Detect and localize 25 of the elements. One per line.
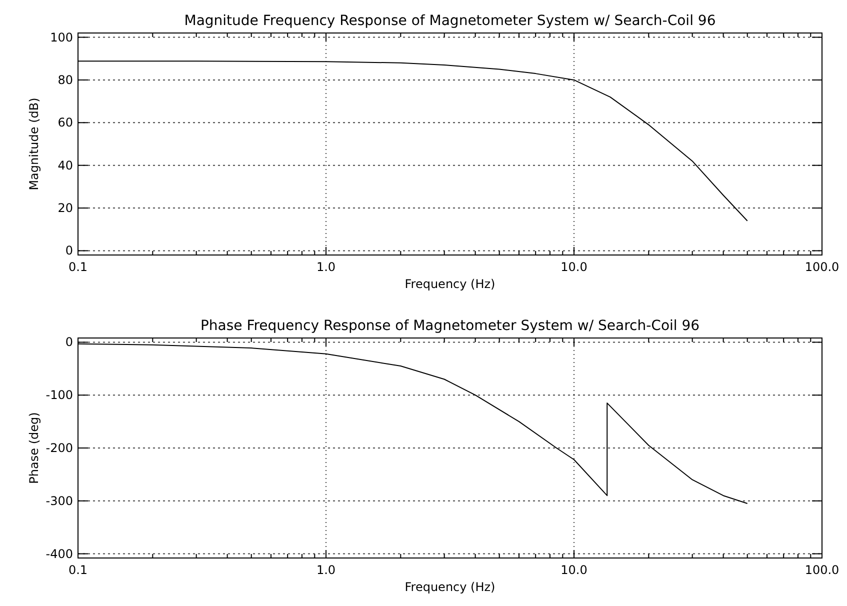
y-tick-label: 80 bbox=[58, 72, 73, 87]
y-tick-label: -100 bbox=[46, 388, 73, 402]
x-tick-label: 100.0 bbox=[804, 260, 840, 274]
y-tick-label: 40 bbox=[58, 158, 73, 172]
chart-title: Phase Frequency Response of Magnetometer System w/ Search-Coil 96 bbox=[200, 318, 700, 334]
y-tick-label: 0 bbox=[65, 335, 73, 350]
chart-title: Magnitude Frequency Response of Magnetometer System w/ Search-Coil 96 bbox=[184, 13, 716, 29]
x-tick-label: 100.0 bbox=[804, 563, 840, 577]
x-tick-label: 0.1 bbox=[68, 260, 88, 274]
y-tick-label: 60 bbox=[58, 116, 73, 130]
y-tick-label: -300 bbox=[46, 494, 73, 508]
x-axis-title: Frequency (Hz) bbox=[404, 277, 496, 291]
y-tick-label: 100 bbox=[50, 30, 73, 44]
y-axis-title: Phase (deg) bbox=[27, 412, 41, 484]
x-tick-label: 0.1 bbox=[68, 563, 88, 577]
x-axis-title: Frequency (Hz) bbox=[404, 580, 496, 594]
x-tick-label: 1.0 bbox=[316, 260, 336, 274]
y-tick-label: -400 bbox=[46, 546, 73, 561]
x-tick-label: 10.0 bbox=[560, 260, 588, 274]
y-tick-label: 0 bbox=[65, 244, 73, 258]
x-tick-label: 10.0 bbox=[560, 563, 588, 577]
y-tick-label: -200 bbox=[46, 441, 73, 455]
y-axis-title: Magnitude (dB) bbox=[27, 98, 41, 190]
y-tick-label: 20 bbox=[58, 201, 73, 216]
x-tick-label: 1.0 bbox=[316, 563, 336, 577]
